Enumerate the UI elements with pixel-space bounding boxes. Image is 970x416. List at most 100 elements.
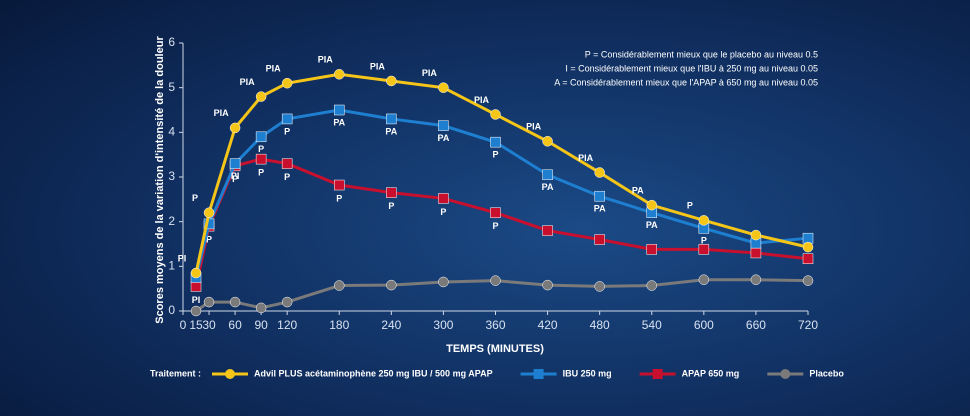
- marker: [490, 136, 501, 148]
- marker: [542, 279, 553, 291]
- x-tick-label: 300: [433, 318, 453, 332]
- marker: [438, 276, 449, 288]
- marker: [255, 153, 267, 165]
- point-annotation: PA: [594, 204, 606, 214]
- marker: [229, 158, 241, 169]
- x-tick-label: 720: [798, 318, 818, 332]
- legend-marker: [652, 369, 663, 379]
- legend-label: APAP 650 mg: [682, 368, 740, 378]
- marker: [594, 190, 605, 202]
- point-annotation: P: [492, 221, 498, 231]
- point-annotation: P: [440, 207, 446, 217]
- marker: [802, 253, 814, 264]
- marker: [334, 104, 345, 116]
- marker: [255, 131, 267, 143]
- note: I = Considérablement mieux que l'IBU à 2…: [565, 63, 818, 73]
- marker: [750, 229, 762, 241]
- point-annotation: P: [206, 235, 212, 245]
- point-annotation: P: [284, 126, 290, 136]
- marker: [190, 305, 202, 317]
- y-tick-label: 6: [168, 35, 175, 49]
- point-annotation: PI: [192, 295, 201, 305]
- point-annotation: PIA: [578, 153, 594, 163]
- x-tick-label: 420: [538, 318, 558, 332]
- marker: [386, 113, 397, 125]
- marker: [490, 109, 501, 120]
- point-annotation: PA: [333, 117, 345, 127]
- marker: [750, 247, 762, 259]
- x-axis-label: TEMPS (MINUTES): [446, 343, 544, 355]
- marker: [802, 275, 814, 286]
- x-tick-label: 540: [642, 318, 662, 332]
- marker: [802, 232, 814, 244]
- marker: [255, 302, 267, 314]
- point-annotation: PI: [231, 171, 240, 181]
- marker: [646, 244, 657, 255]
- marker: [646, 199, 657, 211]
- note: A = Considérablement mieux que l'APAP à …: [554, 77, 818, 87]
- x-tick-label: 360: [485, 318, 505, 332]
- x-tick-label: 60: [228, 318, 242, 332]
- legend-label: IBU 250 mg: [563, 368, 612, 378]
- point-annotation: PIA: [474, 95, 490, 105]
- marker: [255, 91, 267, 102]
- marker: [646, 280, 657, 291]
- legend-marker: [780, 369, 791, 379]
- x-tick-label: 600: [694, 318, 714, 332]
- point-annotation: PIA: [318, 55, 334, 65]
- marker: [698, 244, 710, 255]
- y-tick-label: 5: [168, 80, 175, 94]
- marker: [594, 281, 605, 292]
- point-annotation: PIA: [214, 108, 230, 118]
- marker: [281, 158, 293, 169]
- point-annotation: P: [258, 144, 264, 154]
- point-annotation: PA: [542, 182, 554, 192]
- point-annotation: P: [284, 172, 290, 182]
- y-tick-label: 4: [168, 125, 175, 139]
- marker: [281, 296, 293, 308]
- marker: [490, 207, 501, 218]
- marker: [281, 77, 293, 89]
- marker: [802, 241, 814, 253]
- marker: [386, 75, 397, 87]
- marker: [229, 296, 241, 308]
- point-annotation: P: [232, 174, 238, 184]
- x-tick-label: 480: [590, 318, 610, 332]
- legend-marker: [533, 369, 544, 379]
- y-axis-label: Scores moyens de la variation d'intensit…: [154, 36, 166, 324]
- point-annotation: P: [336, 193, 342, 203]
- point-annotation: PIA: [266, 64, 282, 74]
- marker: [281, 113, 293, 125]
- marker: [190, 281, 202, 292]
- marker: [594, 234, 605, 245]
- x-tick-label: 180: [329, 318, 349, 332]
- point-annotation: PIA: [240, 77, 256, 87]
- marker: [698, 274, 710, 285]
- point-annotation: P: [701, 236, 707, 246]
- point-annotation: PA: [646, 220, 658, 230]
- legend-title: Traitement :: [150, 368, 201, 378]
- point-annotation: PIA: [526, 122, 542, 132]
- point-annotation: P: [687, 201, 693, 211]
- x-tick-label: 660: [746, 318, 766, 332]
- marker: [334, 179, 345, 191]
- point-annotation: PA: [437, 133, 449, 143]
- x-tick-label: 90: [254, 318, 268, 332]
- marker: [203, 296, 215, 308]
- x-tick-label: 0: [180, 318, 187, 332]
- marker: [490, 275, 501, 286]
- marker: [334, 280, 345, 291]
- point-annotation: PIA: [422, 68, 438, 78]
- y-tick-label: 3: [168, 169, 175, 183]
- point-annotation: P: [258, 168, 264, 178]
- marker: [542, 225, 553, 236]
- marker: [750, 274, 762, 285]
- x-tick-label: 240: [381, 318, 401, 332]
- legend-label: Advil PLUS acétaminophène 250 mg IBU / 5…: [254, 368, 493, 378]
- marker: [386, 187, 397, 198]
- y-tick-label: 1: [168, 259, 175, 273]
- marker: [229, 122, 241, 134]
- x-tick-label: 30: [202, 318, 216, 332]
- point-annotation: P: [492, 150, 498, 160]
